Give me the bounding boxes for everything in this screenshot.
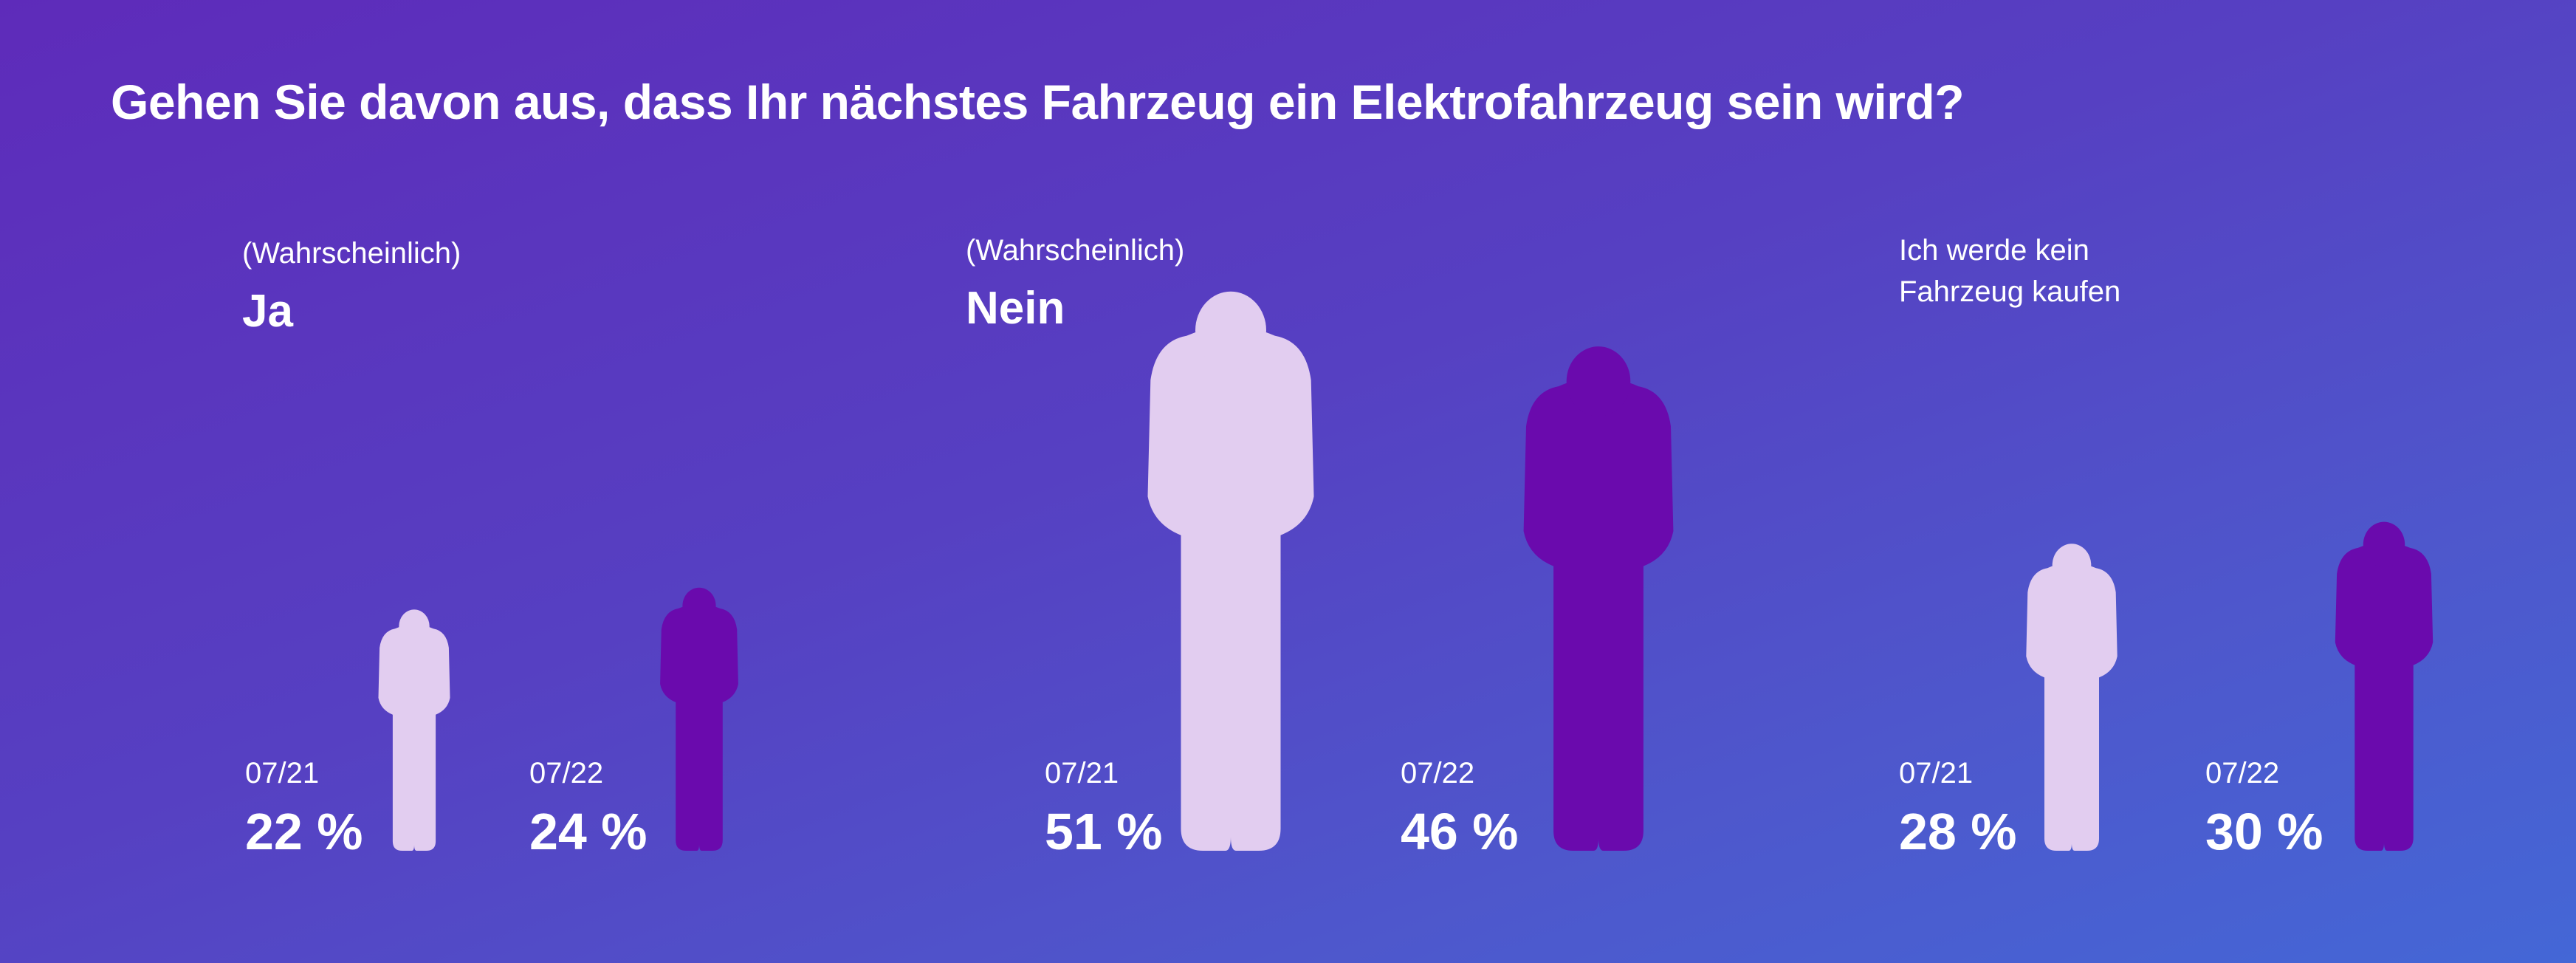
group-kein-line2: Fahrzeug kaufen — [1899, 275, 2120, 308]
period-label-kein-0721: 07/21 — [1899, 757, 1973, 789]
group-nein-sub: (Wahrscheinlich) — [966, 234, 1184, 267]
figure-nein-0722-body — [1523, 377, 1674, 851]
group-ja-sub: (Wahrscheinlich) — [242, 237, 461, 270]
figure-ja-0722 — [660, 587, 738, 851]
value-label-kein-0721: 28 % — [1899, 803, 2017, 860]
figure-kein-0721-body — [2026, 563, 2118, 851]
period-label-nein-0721: 07/21 — [1045, 757, 1119, 789]
figure-kein-0722-body — [2335, 542, 2434, 851]
figure-nein-0721-head — [1195, 291, 1266, 369]
figure-ja-0721-head — [399, 609, 430, 643]
value-label-ja-0721: 22 % — [245, 803, 363, 860]
figure-nein-0721-body — [1147, 326, 1314, 851]
period-label-ja-0722: 07/22 — [529, 757, 603, 789]
period-label-kein-0722: 07/22 — [2205, 757, 2279, 789]
figure-ja-0721-body — [378, 624, 450, 851]
figure-nein-0722-head — [1566, 346, 1631, 417]
figure-ja-0722-head — [682, 587, 716, 625]
figure-ja-0721 — [378, 609, 450, 851]
figure-kein-0722-head — [2363, 521, 2405, 568]
value-label-nein-0722: 46 % — [1401, 803, 1519, 860]
period-label-ja-0721: 07/21 — [245, 757, 319, 789]
figure-ja-0722-body — [660, 603, 738, 851]
group-nein-head: Nein — [966, 283, 1065, 334]
group-kein-line1: Ich werde kein — [1899, 234, 2089, 267]
figure-nein-0721 — [1147, 291, 1314, 851]
value-label-kein-0722: 30 % — [2205, 803, 2323, 860]
period-label-nein-0722: 07/22 — [1401, 757, 1474, 789]
figure-kein-0721-head — [2052, 544, 2092, 586]
figure-nein-0722 — [1523, 346, 1674, 851]
group-ja-head: Ja — [242, 286, 293, 337]
figure-kein-0721 — [2026, 544, 2118, 851]
value-label-nein-0721: 51 % — [1045, 803, 1163, 860]
figure-kein-0722 — [2335, 521, 2434, 851]
value-label-ja-0722: 24 % — [529, 803, 648, 860]
chart-title: Gehen Sie davon aus, dass Ihr nächstes F… — [111, 75, 1965, 129]
